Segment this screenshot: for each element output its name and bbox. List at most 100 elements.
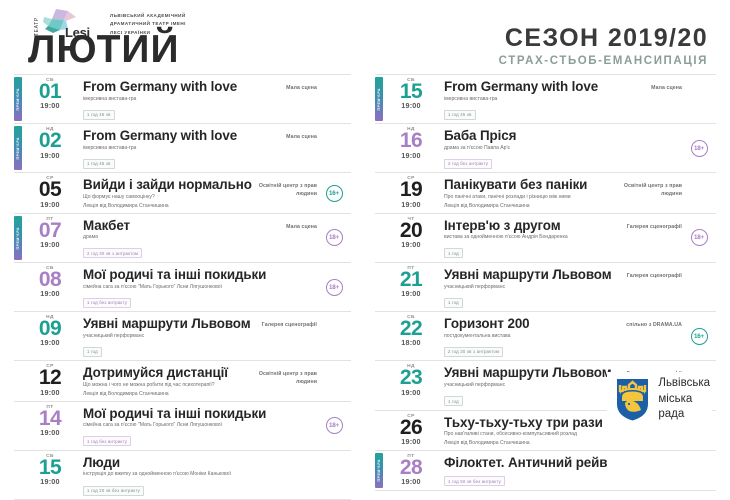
event-title[interactable]: Баба Пріся xyxy=(444,128,517,144)
event-age-rating: 18+ xyxy=(682,216,716,260)
event-venue xyxy=(618,453,682,488)
schedule-row[interactable]: ПРЕМ'ЄРА СБ 01 19:00 From Germany with love і… xyxy=(14,74,351,125)
institution-line-2: ДРАМАТИЧНИЙ ТЕАТР ІМЕНІ xyxy=(110,21,186,27)
event-title[interactable]: From Germany with love xyxy=(444,79,599,94)
schedule-row[interactable]: ПТ 14 19:00 Мої родичі та інші покидьки сіме… xyxy=(14,402,351,451)
event-title[interactable]: Панікувати без паніки xyxy=(444,177,588,193)
event-title[interactable]: Мої родичі та інші покидьки xyxy=(83,405,267,421)
event-weekday: ПТ xyxy=(46,216,54,222)
event-info: From Germany with love імерсивна вистава-… xyxy=(435,77,618,121)
event-info: From Germany with love імерсивна вистава-… xyxy=(74,77,253,121)
event-weekday: НД xyxy=(407,364,415,370)
schedule-row[interactable]: СБ 08 19:00 Мої родичі та інші покидьки сіме… xyxy=(14,263,351,313)
event-info: Уявні маршрути Львовом учасницький перфор… xyxy=(435,363,618,407)
event-date: ПТ 07 19:00 xyxy=(26,216,74,260)
event-title[interactable]: Вийди і зайди нормально xyxy=(83,177,252,193)
month-title: ЛЮТИЙ xyxy=(28,28,180,71)
schedule-row[interactable]: ПРЕМ'ЄРА ПТ 28 19:00 Філоктет. Античний рейв… xyxy=(375,451,716,491)
schedule-row[interactable]: НД 09 19:00 Уявні маршрути Львовом учасницьк… xyxy=(14,312,351,362)
event-subtitle: сімейна сага за п'єсою "Мать Горького" Л… xyxy=(83,422,223,429)
event-title[interactable]: From Germany with love xyxy=(83,128,238,144)
schedule-row[interactable]: СР 05 19:00 Вийди і зайди нормально Що форму… xyxy=(14,173,351,214)
theatre-logo: ТЕАТР Lesi ЛЬВІВСЬКИЙ АКАДЕМІЧНИЙ ДРАМАТ… xyxy=(34,8,186,40)
event-time: 19:00 xyxy=(401,199,421,209)
event-duration-badge: 2 год без антракту xyxy=(444,158,493,169)
institution-name: ЛЬВІВСЬКИЙ АКАДЕМІЧНИЙ ДРАМАТИЧНИЙ ТЕАТР… xyxy=(110,8,186,37)
logo-butterfly-icon xyxy=(43,9,76,33)
event-date: СР 05 19:00 xyxy=(26,175,74,210)
event-subtitle: вистава за однойменною п'єсою Андрія Бон… xyxy=(444,234,568,241)
event-day-number: 15 xyxy=(38,455,62,479)
event-weekday: ЧТ xyxy=(407,216,415,222)
event-subtitle: Що формує нашу самооцінку? xyxy=(83,193,155,200)
schedule-column-right: ПРЕМ'ЄРА СБ 15 19:00 From Germany with love і… xyxy=(365,74,730,500)
event-title[interactable]: Люди xyxy=(83,454,120,470)
schedule-row[interactable]: ПРЕМ'ЄРА СБ 15 19:00 From Germany with love і… xyxy=(375,74,716,125)
event-time: 19:00 xyxy=(40,338,60,348)
schedule-row[interactable]: НД 16 19:00 Баба Пріся драма за п'єсою Павла… xyxy=(375,124,716,174)
event-title[interactable]: Філоктет. Античний рейв xyxy=(444,454,608,470)
event-title[interactable]: Інтерв'ю з другом xyxy=(444,217,561,233)
poster-header: ТЕАТР Lesi ЛЬВІВСЬКИЙ АКАДЕМІЧНИЙ ДРАМАТ… xyxy=(0,0,730,72)
event-subtitle: учасницький перформанс xyxy=(444,381,506,388)
season-block: СЕЗОН 2019/20 СТРАХ-СТЬОБ-ЕМАНСИПАЦІЯ xyxy=(499,24,708,67)
event-day-number: 28 xyxy=(399,455,423,479)
schedule-row[interactable]: СР 19 19:00 Панікувати без паніки Про панічн… xyxy=(375,173,716,214)
event-title[interactable]: Уявні маршрути Львовом xyxy=(83,316,251,332)
event-subtitle: драма за п'єсою Павла Ар'є xyxy=(444,144,511,151)
event-info: Панікувати без паніки Про панічні атаки, … xyxy=(435,175,618,210)
event-weekday: СР xyxy=(407,176,415,182)
event-info: Вийди і зайди нормально Що формує нашу са… xyxy=(74,175,253,210)
event-duration-badge: 2 год 30 хв з антрактом xyxy=(83,248,143,259)
event-title[interactable]: Макбет xyxy=(83,217,130,233)
event-title[interactable]: Дотримуйся дистанції xyxy=(83,365,228,381)
schedule-row[interactable]: ЧТ 20 19:00 Інтерв'ю з другом вистава за одн… xyxy=(375,214,716,263)
event-age-rating: 16+ xyxy=(682,314,716,358)
event-title[interactable]: Горизонт 200 xyxy=(444,316,530,332)
age-rating-badge: 18+ xyxy=(690,229,708,247)
event-subtitle: імерсивна вистава-гра xyxy=(83,144,137,151)
event-time: 18:00 xyxy=(401,338,421,348)
event-day-number: 16 xyxy=(399,129,423,153)
event-venue: Галерея сценографії xyxy=(261,322,317,329)
event-time: 19:00 xyxy=(401,240,421,250)
event-subtitle: Про панічні атаки, панічні розлади і різ… xyxy=(444,193,571,200)
event-subtitle: імерсивна вистава-гра xyxy=(444,95,498,102)
event-venue: спільно з DRAMA.UA xyxy=(626,322,682,329)
event-weekday: СБ xyxy=(407,315,415,321)
event-subtitle: постдокументальна вистава xyxy=(444,332,511,339)
schedule-row[interactable]: СБ 15 19:00 Люди інструкція до вжитку за одн… xyxy=(14,451,351,500)
premiere-badge-label: ПРЕМ'ЄРА xyxy=(16,137,20,160)
event-info: Горизонт 200 постдокументальна вистава 2 г… xyxy=(435,314,618,358)
schedule-row[interactable]: СБ 22 18:00 Горизонт 200 постдокументальна в… xyxy=(375,312,716,362)
event-subtitle-secondary: Лекція від Володимира Станчишина xyxy=(444,203,530,210)
season-title: СЕЗОН 2019/20 xyxy=(504,24,708,52)
event-title[interactable]: Тьху-тьху-тьху три рази xyxy=(444,414,603,430)
schedule-row[interactable]: ПРЕМ'ЄРА НД 02 19:00 From Germany with love і… xyxy=(14,124,351,174)
schedule-row[interactable]: ПРЕМ'ЄРА ПТ 07 19:00 Макбет драма 2 год 30 хв … xyxy=(14,214,351,263)
event-title[interactable]: Мої родичі та інші покидьки xyxy=(83,266,267,282)
premiere-badge: ПРЕМ'ЄРА xyxy=(14,215,22,260)
event-age-rating xyxy=(682,77,716,121)
event-title[interactable]: From Germany with love xyxy=(83,79,238,94)
schedule-row[interactable]: СР 12 19:00 Дотримуйся дистанції Що можна і … xyxy=(14,361,351,402)
event-venue xyxy=(253,453,317,497)
logo-wordmark: Lesi xyxy=(65,25,90,40)
event-age-rating xyxy=(317,363,351,398)
event-day-number: 07 xyxy=(38,218,62,242)
event-title[interactable]: Уявні маршрути Львовом xyxy=(444,266,612,282)
event-age-rating: 18+ xyxy=(317,404,351,448)
premiere-badge: ПРЕМ'ЄРА xyxy=(375,77,383,122)
schedule-row[interactable]: ПТ 21 19:00 Уявні маршрути Львовом учасницьк… xyxy=(375,263,716,313)
event-venue xyxy=(618,126,682,170)
event-day-number: 08 xyxy=(38,267,62,291)
event-weekday: СБ xyxy=(407,78,415,83)
event-day-number: 09 xyxy=(38,317,62,341)
event-title[interactable]: Уявні маршрути Львовом xyxy=(444,365,612,381)
premiere-badge: ПРЕМ'ЄРА xyxy=(14,77,22,122)
premiere-badge-label: ПРЕМ'ЄРА xyxy=(16,226,20,250)
event-weekday: НД xyxy=(46,127,54,133)
event-subtitle: Що можна і чого не можна робити під час … xyxy=(83,381,215,388)
event-subtitle: драма xyxy=(83,234,98,241)
event-duration-badge: 1 год xyxy=(444,396,463,407)
